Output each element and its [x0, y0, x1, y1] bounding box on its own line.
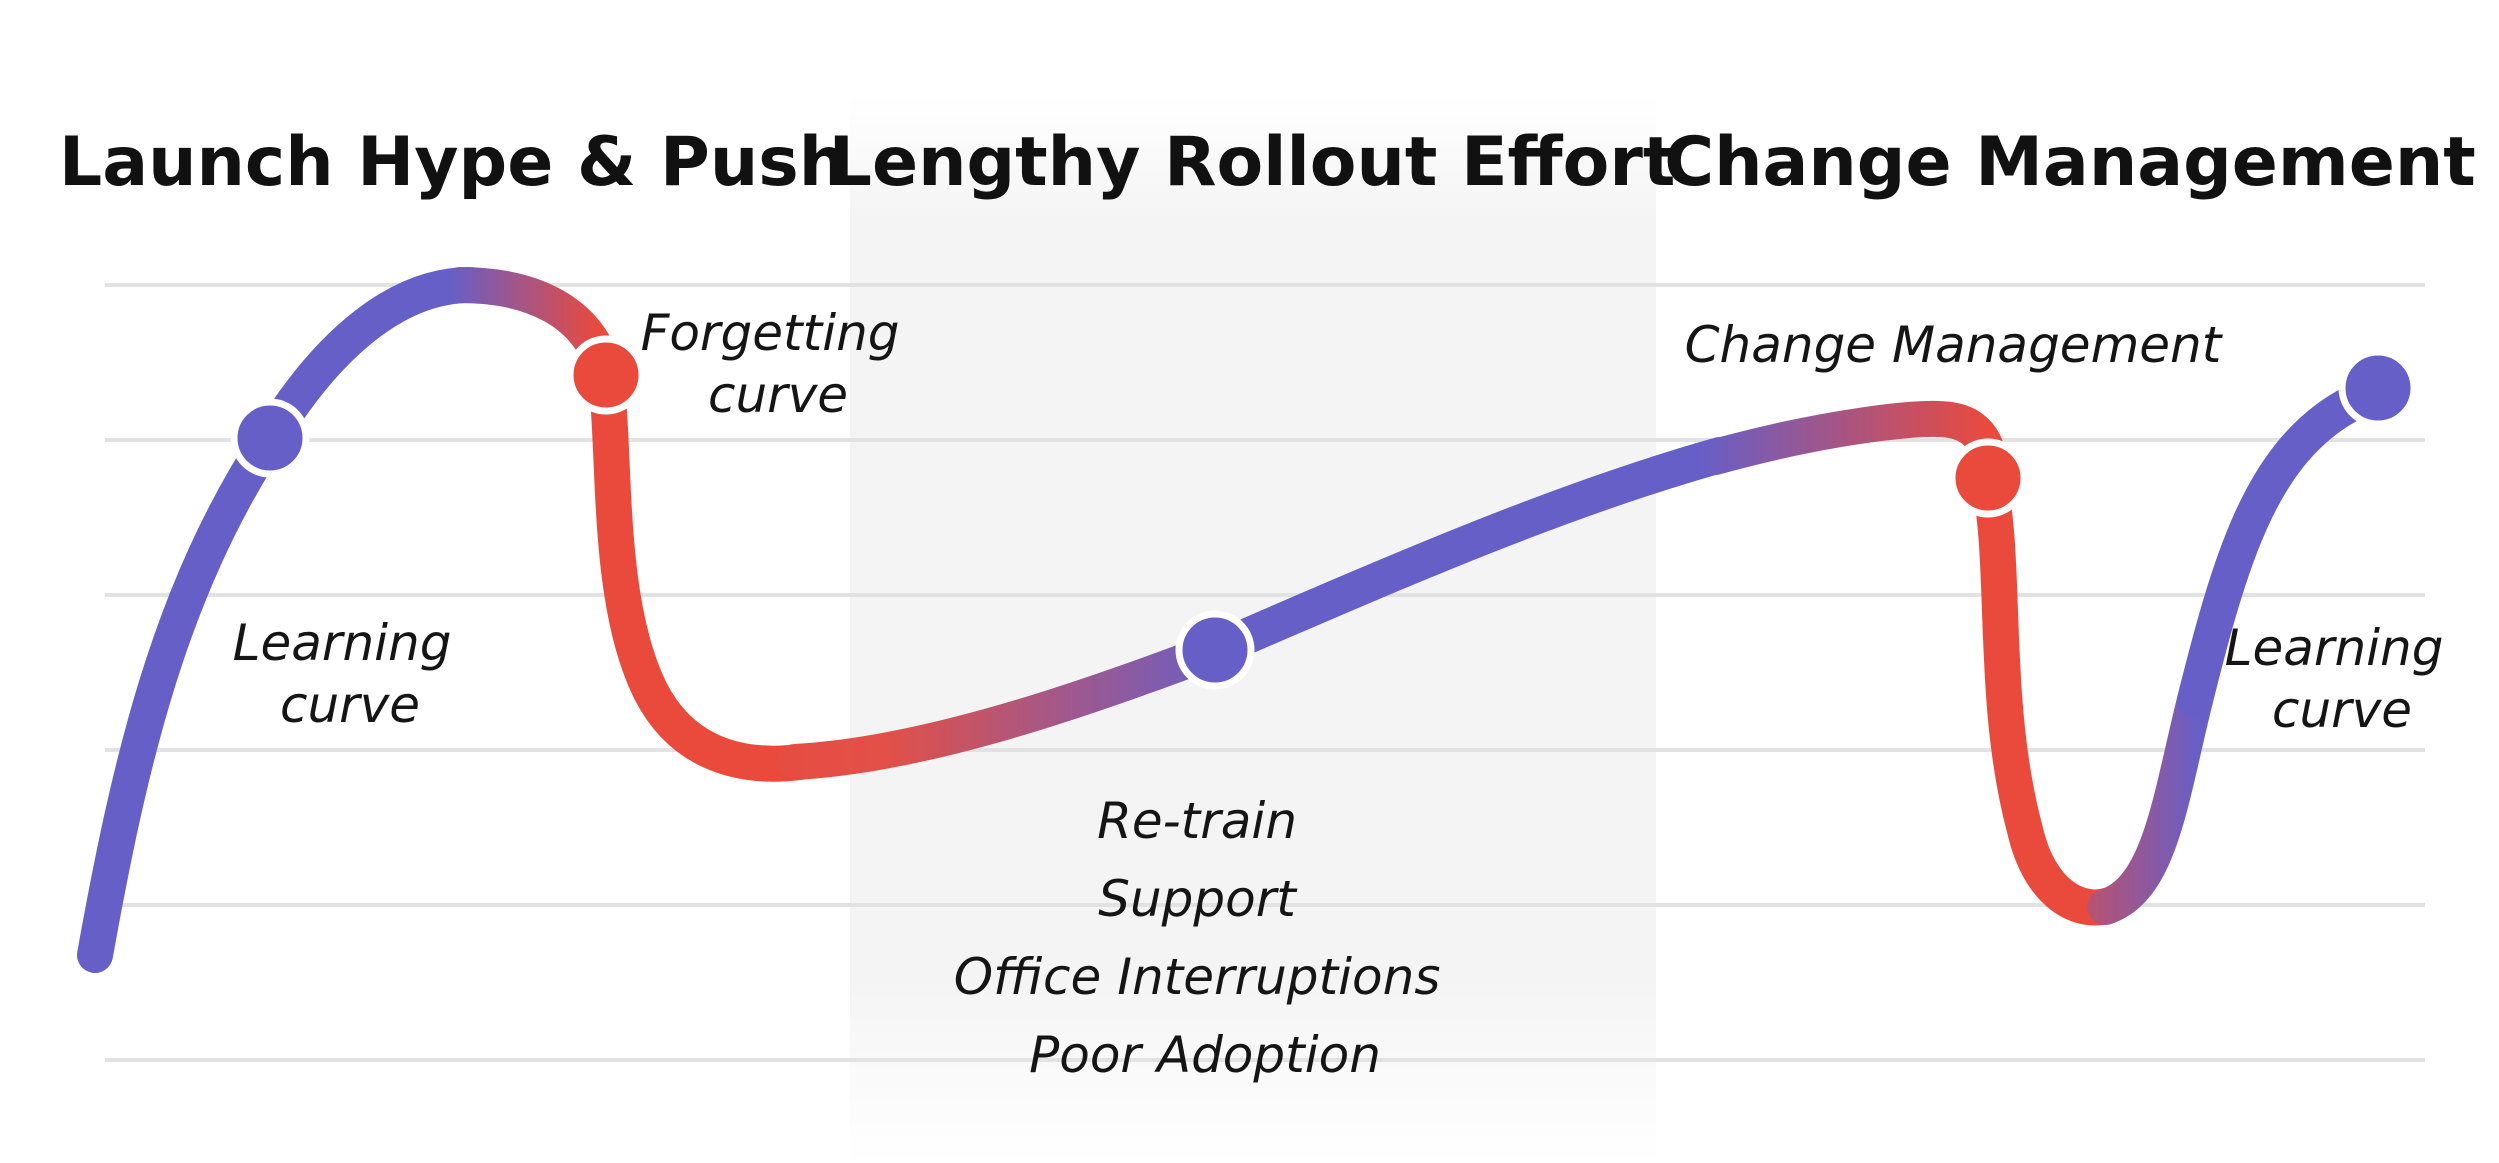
- curve-plateau: [1697, 400, 2007, 496]
- issue-office-interruptions: Office Interruptions: [954, 948, 1441, 1006]
- forgetting-node-1: [566, 335, 646, 415]
- curve-recovery: [2087, 682, 2213, 925]
- annotation-line: Learning: [233, 614, 452, 672]
- annotation-line: Learning: [2225, 619, 2444, 677]
- learning-node-3: [2338, 348, 2418, 428]
- curve-learning-rise: [77, 267, 488, 973]
- annotation-line: Forgetting: [641, 304, 900, 362]
- issue-retrain: Re-train: [1097, 792, 1297, 850]
- curve-nodes: [230, 335, 2418, 690]
- adoption-curve: [77, 267, 2413, 973]
- annotation-change-management: Change Management: [1685, 316, 2224, 374]
- annotation-line: curve: [708, 366, 848, 424]
- learning-node-2: [1175, 610, 1255, 690]
- issue-support: Support: [1098, 870, 1298, 928]
- section-title-rollout: Lengthy Rollout Effort: [829, 123, 1676, 202]
- section-title-change: Change Management: [1664, 123, 2476, 202]
- annotation-learning-curve-right: Learning curve: [2225, 619, 2460, 739]
- forgetting-node-2: [1948, 438, 2028, 518]
- annotation-line: curve: [2272, 681, 2412, 739]
- annotation-learning-curve-left: Learning curve: [233, 614, 468, 734]
- curve-valley-rise: [777, 632, 1233, 780]
- annotation-line: curve: [280, 676, 420, 734]
- section-title-launch: Launch Hype & Push: [59, 123, 847, 202]
- annotation-rollout-issues: Re-train Support Office Interruptions Po…: [954, 792, 1457, 1084]
- curve-change-dip: [1970, 460, 2128, 926]
- annotation-forgetting-curve: Forgetting curve: [641, 304, 916, 424]
- curve-middle-slope: [1197, 437, 1738, 668]
- issue-poor-adoption: Poor Adoption: [1029, 1026, 1381, 1084]
- learning-node-1: [230, 398, 310, 478]
- curve-forgetting-drop: [588, 357, 818, 782]
